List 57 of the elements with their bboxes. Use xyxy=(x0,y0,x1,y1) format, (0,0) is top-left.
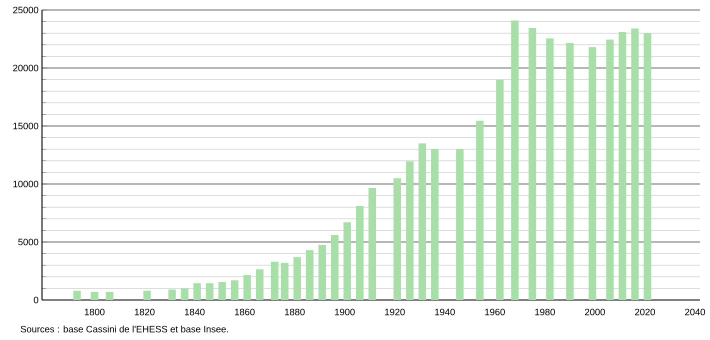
x-tick-label: 1860 xyxy=(234,308,255,316)
bar xyxy=(588,47,596,300)
x-tick-label: 1900 xyxy=(335,308,355,316)
bar xyxy=(546,38,554,300)
bar xyxy=(356,206,364,300)
bar xyxy=(180,288,188,300)
bar xyxy=(256,269,264,300)
bar xyxy=(230,280,238,300)
bar xyxy=(306,250,314,300)
bar xyxy=(476,120,484,300)
x-tick-label: 1820 xyxy=(134,308,155,316)
bar xyxy=(644,33,652,300)
x-tick-label: 1840 xyxy=(184,308,205,316)
x-tick-label: 1960 xyxy=(485,308,505,316)
bar xyxy=(90,292,98,300)
bar xyxy=(343,222,351,300)
bar xyxy=(566,43,574,300)
bar xyxy=(280,262,288,300)
source-note: Sources : base Cassini de l'EHESS et base Insee. xyxy=(20,326,228,332)
bar xyxy=(270,262,278,300)
bar xyxy=(206,283,214,300)
bar xyxy=(418,143,426,300)
bar xyxy=(243,275,251,300)
bar xyxy=(168,290,176,300)
y-tick-label: 0 xyxy=(34,296,38,304)
x-tick-label: 1800 xyxy=(84,308,105,316)
y-tick-label: 25000 xyxy=(13,6,38,14)
x-tick-label: 1940 xyxy=(435,308,455,316)
bar xyxy=(193,283,201,300)
bar xyxy=(318,244,326,300)
x-tick-label: 2040 xyxy=(685,308,706,316)
bar xyxy=(618,32,626,300)
bar xyxy=(511,20,519,300)
x-tick-label: 2020 xyxy=(635,308,655,316)
bar xyxy=(143,290,151,300)
bar xyxy=(456,149,464,300)
bar xyxy=(394,178,402,300)
bar xyxy=(218,282,226,300)
bar xyxy=(496,80,504,300)
bar xyxy=(368,188,376,300)
bar xyxy=(293,257,301,300)
bar xyxy=(431,149,439,300)
x-tick-label: 1920 xyxy=(385,308,405,316)
bar xyxy=(528,28,536,300)
y-tick-label: 5000 xyxy=(18,238,38,246)
bar xyxy=(406,161,414,300)
bar xyxy=(106,292,114,300)
bar xyxy=(631,28,639,300)
x-tick-label: 1880 xyxy=(285,308,305,316)
y-tick-label: 10000 xyxy=(13,180,38,188)
bar xyxy=(606,40,614,300)
bar xyxy=(330,235,338,300)
y-tick-label: 20000 xyxy=(13,64,38,72)
x-tick-label: 1980 xyxy=(535,308,555,316)
bar xyxy=(73,290,81,300)
y-tick-label: 15000 xyxy=(13,122,38,130)
x-tick-label: 2000 xyxy=(585,308,605,316)
